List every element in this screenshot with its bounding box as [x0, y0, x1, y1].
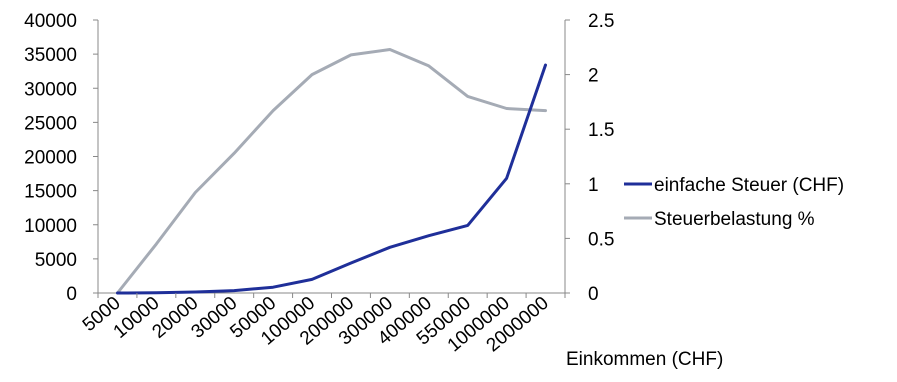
series-layer: [116, 48, 547, 295]
left-axis-tick-label: 30000: [24, 79, 77, 100]
right-axis-tick-labels: 0 0.5 1 1.5 2 2.5: [565, 11, 614, 305]
legend-label: einfache Steuer (CHF): [654, 175, 844, 196]
left-axis-tick-labels: 0 5000 10000 15000 20000 25000 30000 35000 40000: [24, 11, 98, 305]
x-axis-title: Einkommen (CHF): [566, 349, 723, 370]
left-axis-tick-label: 5000: [35, 250, 77, 271]
left-axis-tick-label: 40000: [24, 11, 77, 32]
left-axis-tick-label: 25000: [24, 113, 77, 134]
legend-label: Steuerbelastung %: [654, 209, 815, 230]
right-axis-tick-label: 1: [588, 175, 599, 196]
right-axis-tick-label: 2: [588, 66, 599, 87]
right-axis-tick-label: 0: [588, 284, 599, 305]
series-line-einfache-steuer: [116, 63, 547, 295]
left-axis-tick-label: 35000: [24, 45, 77, 66]
x-axis-tick-labels: 5000100002000030000500001000002000003000…: [79, 293, 566, 356]
legend: einfache Steuer (CHF) Steuerbelastung %: [624, 175, 844, 230]
right-axis-tick-label: 2.5: [588, 11, 614, 32]
right-axis-tick-label: 1.5: [588, 120, 614, 141]
left-axis-tick-label: 0: [66, 284, 77, 305]
left-axis-tick-label: 15000: [24, 182, 77, 203]
left-axis-tick-label: 10000: [24, 216, 77, 237]
right-axis-tick-label: 0.5: [588, 229, 614, 250]
series-line-steuerbelastung: [116, 48, 547, 295]
chart-axes: [97, 20, 566, 294]
left-axis-tick-label: 20000: [24, 148, 77, 169]
